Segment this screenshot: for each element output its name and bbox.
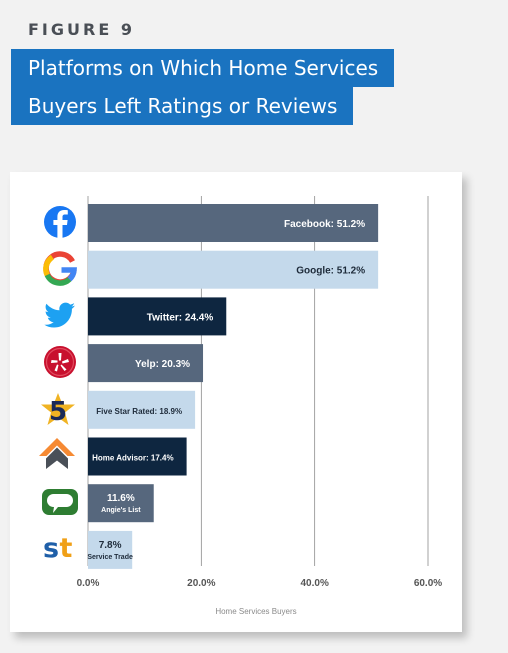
data-label: Home Advisor: 17.4%	[92, 454, 174, 463]
bar	[88, 250, 379, 289]
data-labels: Facebook: 51.2% Google: 51.2% Twitter: 24.…	[87, 219, 365, 561]
data-label: Twitter: 24.4%	[147, 312, 214, 323]
x-tick-label: 0.0%	[77, 578, 100, 589]
angies-list-icon	[42, 489, 78, 515]
data-label-sub: Service Trade	[87, 554, 133, 561]
x-axis-title: Home Services Buyers	[215, 607, 296, 616]
google-icon	[43, 251, 77, 286]
x-tick-label: 40.0%	[300, 578, 328, 589]
svg-text:s: s	[43, 533, 58, 564]
chart-card	[10, 172, 462, 632]
bar	[88, 390, 196, 429]
bars	[88, 204, 379, 569]
bar	[88, 297, 227, 336]
data-label: 11.6%	[107, 493, 135, 504]
bar	[88, 344, 204, 383]
x-tick-label: 60.0%	[414, 578, 442, 589]
x-tick-labels: 0.0% 20.0% 40.0% 60.0%	[77, 578, 443, 589]
svg-text:5: 5	[49, 397, 67, 427]
service-trade-icon: s t	[43, 533, 73, 564]
home-advisor-icon	[39, 438, 75, 469]
data-label: 7.8%	[99, 540, 122, 551]
figure-label: FIGURE 9	[28, 20, 135, 39]
data-label: Facebook: 51.2%	[284, 219, 365, 230]
yelp-icon	[44, 346, 76, 378]
facebook-icon	[44, 206, 76, 238]
data-label: Google: 51.2%	[296, 266, 365, 277]
x-tick-label: 20.0%	[187, 578, 215, 589]
five-star-rated-icon: 5	[41, 393, 75, 427]
bar	[88, 437, 187, 476]
svg-text:t: t	[60, 533, 73, 564]
bar	[88, 484, 154, 523]
twitter-icon	[44, 302, 75, 328]
chart-title-line-2: Buyers Left Ratings or Reviews	[11, 87, 354, 125]
bar	[88, 204, 379, 242]
data-label: Five Star Rated: 18.9%	[96, 407, 182, 416]
data-label: Yelp: 20.3%	[135, 359, 190, 370]
data-label-sub: Angie's List	[101, 507, 141, 514]
bar	[88, 530, 133, 569]
chart-title-line-1: Platforms on Which Home Services	[11, 49, 395, 87]
platform-icons: 5 s t	[39, 206, 78, 564]
